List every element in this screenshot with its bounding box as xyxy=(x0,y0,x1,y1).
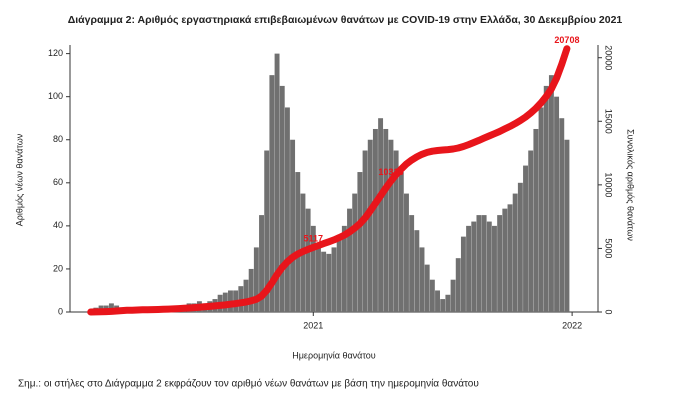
bar xyxy=(362,150,368,312)
annotation: 10316 xyxy=(378,167,403,177)
bar xyxy=(305,208,311,312)
bar xyxy=(269,75,275,312)
annotation: 20708 xyxy=(554,35,579,45)
y-tick-label: 120 xyxy=(48,48,63,58)
chart-title: Διάγραμμα 2: Αριθμός εργαστηριακά επιβεβ… xyxy=(68,14,623,26)
bar xyxy=(440,299,446,312)
cumulative-line xyxy=(87,45,571,316)
y-tick-label: 20 xyxy=(53,263,63,273)
bar xyxy=(528,150,534,312)
bar xyxy=(352,193,358,312)
bar xyxy=(543,85,549,313)
bar xyxy=(347,208,352,312)
bar xyxy=(502,208,508,312)
bar xyxy=(486,221,492,312)
bar xyxy=(316,243,321,312)
bar xyxy=(357,172,363,312)
bar xyxy=(517,182,523,312)
y2-tick-label: 10000 xyxy=(604,172,614,197)
y-tick-label: 60 xyxy=(53,177,63,187)
bar xyxy=(336,236,342,312)
annotation: 5117 xyxy=(304,233,324,243)
bar xyxy=(388,139,394,312)
bar xyxy=(424,264,430,312)
y2-tick-label: 20000 xyxy=(604,45,614,70)
bar xyxy=(497,215,503,312)
bar xyxy=(108,303,114,312)
bar xyxy=(372,128,378,312)
bar xyxy=(492,225,497,312)
bar xyxy=(295,172,301,312)
bar xyxy=(378,118,384,312)
bar xyxy=(383,128,389,312)
bar xyxy=(238,286,244,312)
bar xyxy=(419,247,425,312)
bar xyxy=(279,85,285,313)
bar xyxy=(466,225,472,312)
bar xyxy=(274,53,280,312)
bar xyxy=(512,193,518,312)
bar xyxy=(559,118,565,312)
bar xyxy=(409,215,415,312)
bar xyxy=(398,172,404,312)
bar xyxy=(471,221,477,312)
bar xyxy=(481,215,487,312)
bar xyxy=(326,253,332,312)
bar xyxy=(554,96,560,312)
x-axis-label: Ημερομηνία θανάτου xyxy=(292,350,376,360)
bar xyxy=(248,268,254,312)
bar xyxy=(243,279,249,312)
bar xyxy=(259,215,264,312)
y2-tick-label: 5000 xyxy=(604,238,614,258)
bar xyxy=(414,230,420,312)
y2-tick-label: 0 xyxy=(604,309,614,314)
bar xyxy=(460,236,466,312)
bar xyxy=(450,279,456,312)
y2-axis-label: Συνολικός αριθμός θανάτων xyxy=(626,129,636,241)
bar xyxy=(264,150,270,312)
bar xyxy=(393,150,399,312)
bar xyxy=(548,75,554,312)
bar xyxy=(331,247,337,312)
bar xyxy=(435,290,440,312)
bar xyxy=(367,139,373,312)
footnote: Σημ.: οι στήλες στο Διάγραμμα 2 εκφράζου… xyxy=(18,378,479,390)
bar xyxy=(429,279,435,312)
bar xyxy=(564,139,570,312)
bar xyxy=(321,251,327,312)
bar xyxy=(253,247,259,312)
bar xyxy=(404,193,409,312)
y-tick-label: 100 xyxy=(48,91,63,101)
bar xyxy=(538,107,544,313)
bar xyxy=(310,225,316,312)
y-axis-label: Αριθμός νέων θανάτων xyxy=(14,133,24,226)
y-tick-label: 40 xyxy=(53,220,63,230)
bar xyxy=(341,225,347,312)
y2-tick-label: 15000 xyxy=(604,109,614,134)
bar xyxy=(284,107,290,313)
bar xyxy=(533,128,539,312)
bar xyxy=(455,258,461,312)
bar xyxy=(290,139,296,312)
x-tick-label: 2021 xyxy=(303,320,323,330)
bar xyxy=(523,165,528,312)
y-tick-label: 0 xyxy=(58,306,63,316)
bar xyxy=(507,204,513,312)
x-tick-label: 2022 xyxy=(562,320,582,330)
y-tick-label: 80 xyxy=(53,134,63,144)
bar xyxy=(476,215,482,312)
bar xyxy=(445,294,451,312)
